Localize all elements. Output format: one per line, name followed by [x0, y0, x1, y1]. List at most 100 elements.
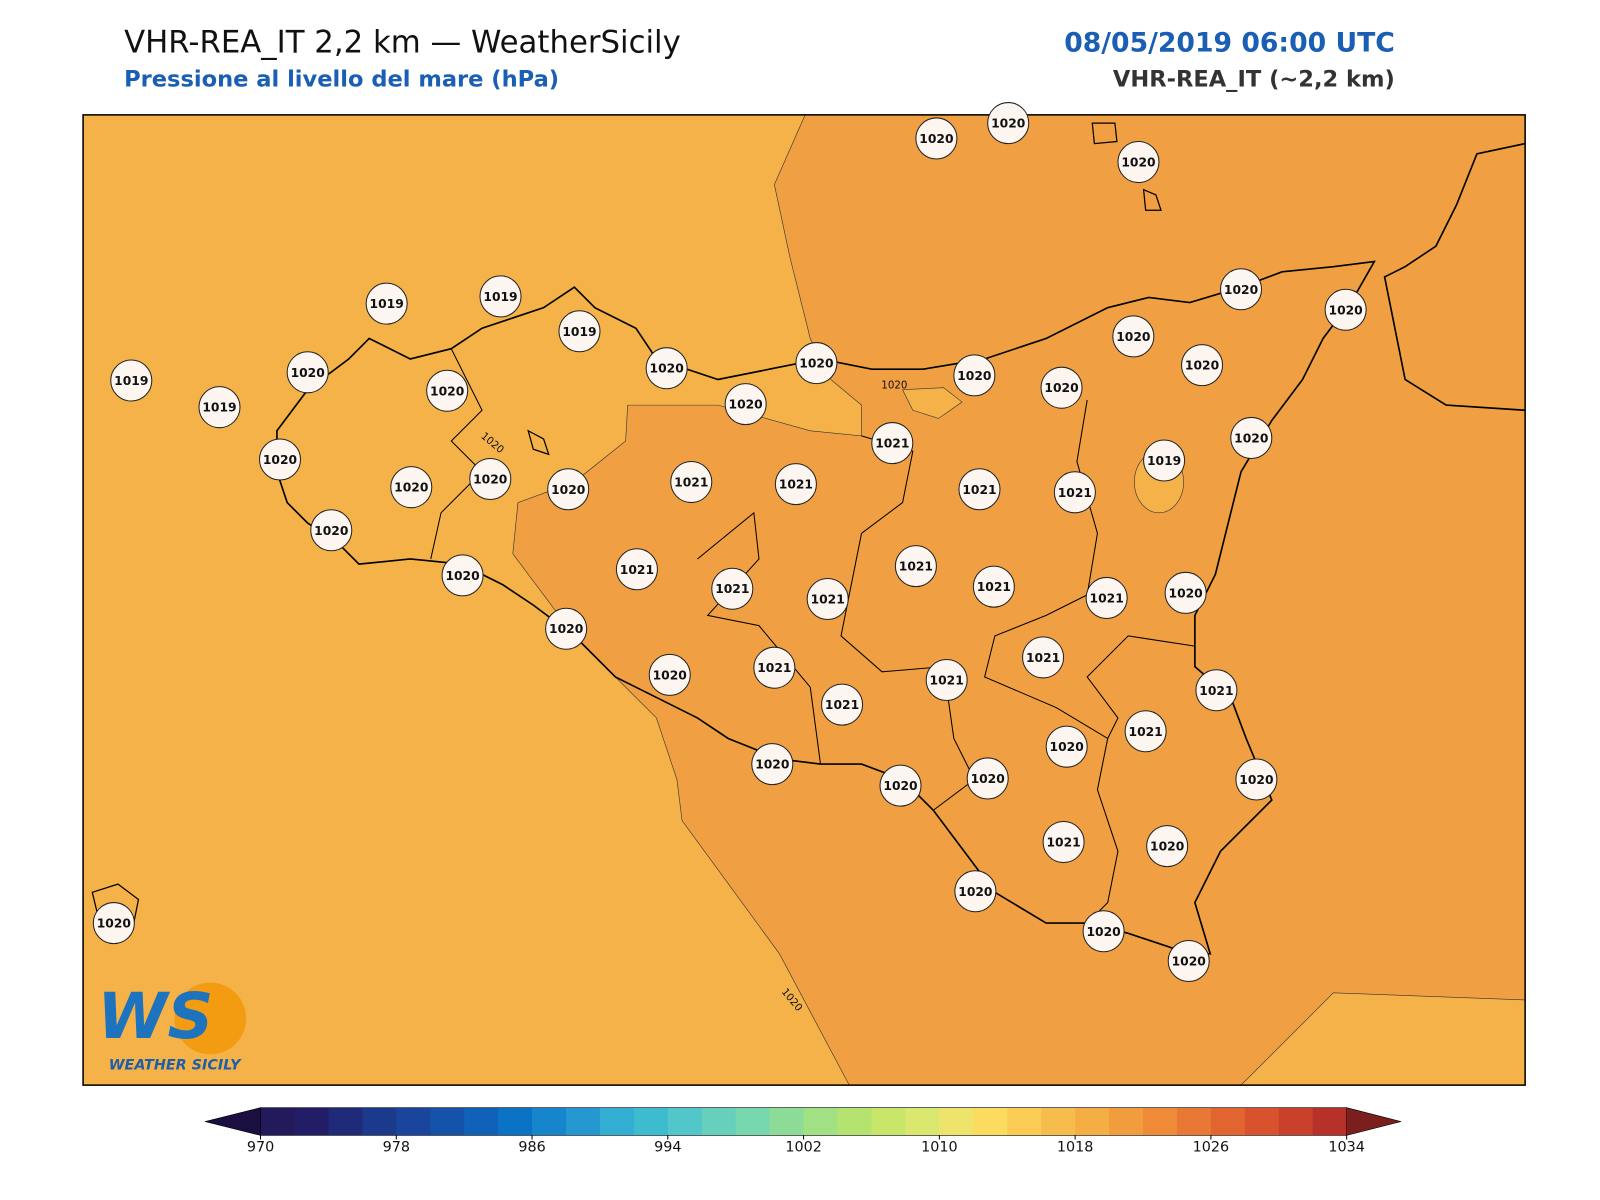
logo: WS WEATHER SICILY: [97, 979, 247, 1074]
station-marker: [774, 463, 817, 506]
station-value: 1021: [875, 437, 909, 451]
station-value: 1019: [370, 297, 404, 311]
station-value: 1020: [1234, 431, 1268, 445]
station-value: 1021: [620, 563, 654, 577]
station-marker: [894, 545, 937, 588]
station-marker: [426, 369, 469, 412]
station-marker: [547, 468, 590, 511]
station-marker: [879, 764, 922, 807]
province-border: [840, 435, 976, 811]
station-value: 1020: [653, 668, 687, 682]
station-value: 1020: [1150, 840, 1184, 854]
station-marker: [1040, 366, 1083, 409]
station-value: 1020: [957, 369, 991, 383]
model-label: VHR-REA_IT (~2,2 km): [1113, 67, 1395, 93]
station-marker: [615, 548, 658, 591]
colorbar-bin: [260, 1107, 295, 1136]
station-marker: [365, 282, 408, 325]
colorbar-bin: [667, 1107, 703, 1136]
station-marker: [558, 310, 601, 353]
station-marker: [1146, 825, 1189, 868]
station-value: 1020: [1044, 381, 1078, 395]
colorbar-tick-label: 1018: [1057, 1140, 1094, 1156]
pressure-region: [902, 387, 963, 419]
station-marker: [1117, 141, 1160, 184]
station-value: 1020: [97, 917, 131, 931]
colorbar-tick-label: 970: [247, 1140, 274, 1156]
station-value: 1020: [991, 117, 1025, 131]
station-value: 1020: [729, 398, 763, 412]
station-marker: [648, 653, 691, 696]
station-marker: [915, 117, 958, 160]
station-value: 1021: [1026, 651, 1060, 665]
colorbar-tick-label: 1002: [785, 1140, 822, 1156]
colorbar-bin: [1278, 1107, 1314, 1136]
station-value: 1021: [930, 674, 964, 688]
colorbar-bin: [1176, 1107, 1212, 1136]
stations: 1020 1020 1020 1020 1020 1020 1020 1020 1020 1020…: [92, 102, 1367, 1014]
station-marker: [1195, 669, 1238, 712]
coastline: [276, 260, 1376, 955]
station-value: 1020: [1172, 955, 1206, 969]
station-value: 1021: [1046, 836, 1080, 850]
station-marker: [972, 565, 1015, 608]
colorbar-bin: [701, 1107, 737, 1136]
station-value: 1020: [1329, 303, 1363, 317]
colorbar-bin: [1244, 1107, 1280, 1136]
station-value: 1021: [1058, 486, 1092, 500]
station-marker: [258, 438, 302, 481]
map: [82, 114, 1526, 1086]
station-marker: [1042, 821, 1085, 864]
station-value: 1020: [291, 366, 325, 380]
station-value: 1020: [549, 622, 583, 636]
station-value: 1020: [883, 779, 917, 793]
station-marker: [92, 902, 135, 945]
colorbar-tick-label: 1010: [921, 1140, 958, 1156]
station-value: 1021: [977, 580, 1011, 594]
colorbar-bin: [1109, 1107, 1144, 1136]
station-marker: [110, 359, 153, 402]
station-marker: [821, 683, 864, 726]
colorbar-bin: [871, 1107, 906, 1136]
station-value: 1021: [825, 698, 859, 712]
station-value: 1020: [1185, 359, 1219, 373]
colorbar-bin: [735, 1107, 771, 1136]
station-value: 1021: [1129, 725, 1163, 739]
station-marker: [871, 422, 914, 465]
station-value: 1020: [1086, 925, 1120, 939]
station-value: 1020: [473, 473, 507, 487]
station-marker: [795, 342, 838, 385]
station-value: 1021: [757, 661, 791, 675]
station-value: 1021: [1199, 684, 1233, 698]
colorbar-bin: [294, 1107, 329, 1136]
colorbar-bin: [837, 1107, 872, 1136]
colorbar-bin: [1210, 1107, 1246, 1136]
station-marker: [198, 386, 241, 429]
station-marker: [479, 275, 522, 318]
station-marker: [1045, 725, 1088, 768]
station-marker: [1219, 268, 1263, 311]
island: [91, 122, 1162, 937]
province-border: [430, 348, 483, 560]
station-marker: [1022, 636, 1065, 679]
station-marker: [1112, 315, 1155, 358]
station-marker: [958, 468, 1001, 511]
station-marker: [1085, 576, 1128, 619]
station-marker: [1167, 940, 1210, 983]
station-marker: [987, 102, 1030, 145]
station-value: 1020: [394, 481, 428, 495]
station-value: 1020: [551, 483, 585, 497]
station-marker: [390, 466, 433, 509]
station-value: 1020: [755, 758, 789, 772]
station-value: 1020: [799, 357, 833, 371]
colorbar-tick-label: 1026: [1193, 1140, 1230, 1156]
colorbar-bin: [498, 1107, 533, 1136]
subtitle: Pressione al livello del mare (hPa): [124, 67, 559, 93]
station-marker: [953, 354, 996, 397]
colorbar-bin: [565, 1107, 601, 1136]
station-marker: [1143, 439, 1186, 482]
colorbar-bin: [1007, 1107, 1042, 1136]
colorbar-bin: [1312, 1107, 1348, 1136]
contour-label: 1020: [881, 380, 907, 392]
station-value: 1021: [962, 483, 996, 497]
